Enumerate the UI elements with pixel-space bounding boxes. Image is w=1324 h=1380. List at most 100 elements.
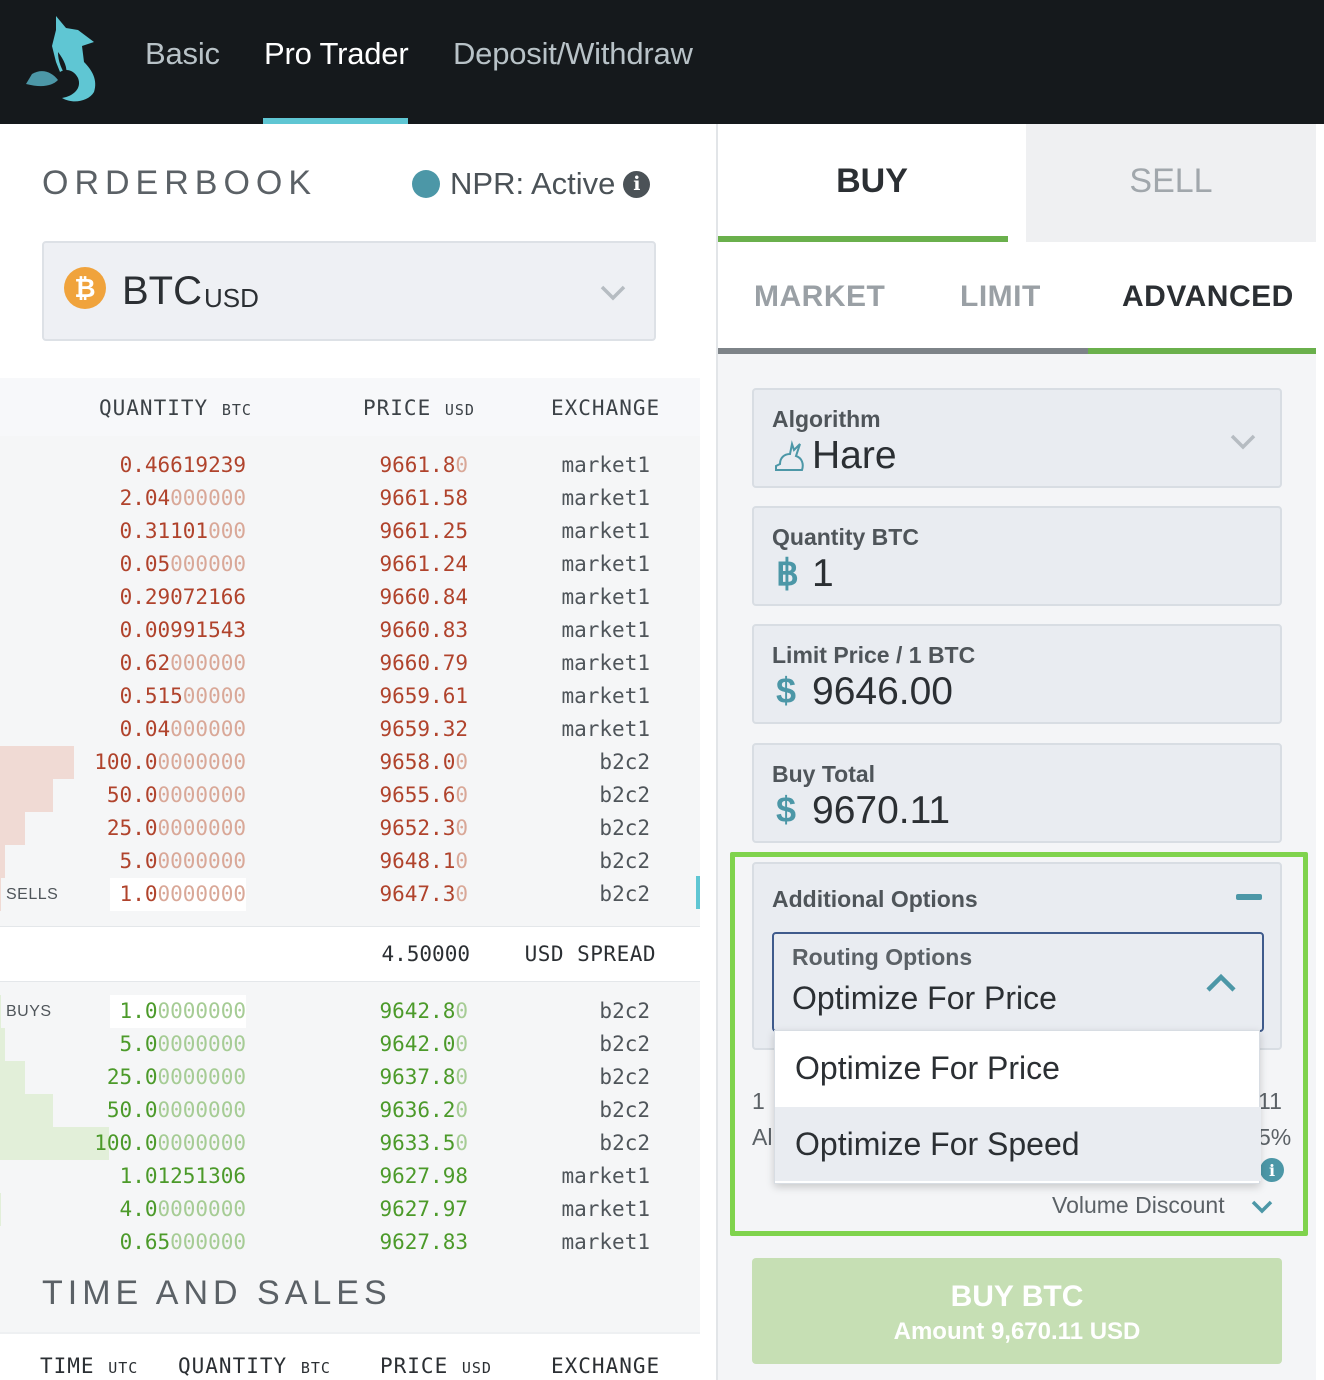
order-price: 9655.60 [379,783,468,807]
bitcoin-icon: ₿ [64,267,106,309]
orderbook-row[interactable]: 50.00000000 9655.60 b2c2 [0,779,700,812]
depth-bar [0,1028,5,1061]
active-nav-indicator [263,118,408,124]
option-optimize-price[interactable]: Optimize For Price [795,1050,1060,1086]
best-ask-marker [696,876,700,909]
orderbook-row[interactable]: 0.05000000 9661.24 market1 [0,548,700,581]
depth-bar [0,1061,25,1094]
additional-options-label: Additional Options [772,886,978,912]
nav-pro-trader[interactable]: Pro Trader [264,36,409,71]
buy-button-label: BUY BTC [950,1280,1084,1313]
collapse-minus-icon[interactable] [1236,894,1262,900]
order-exchange: market1 [561,717,650,741]
order-price: 9647.30 [379,882,468,906]
orderbook-row[interactable]: 25.00000000 9637.80 b2c2 [0,1061,700,1094]
orderbook-row[interactable]: 100.00000000 9658.00 b2c2 [0,746,700,779]
status-dot-icon [412,170,440,198]
depth-bar [0,779,53,812]
tab-sell[interactable]: SELL [1026,124,1316,242]
tab-limit[interactable]: LIMIT [960,280,1041,313]
nav-deposit-withdraw[interactable]: Deposit/Withdraw [453,36,693,71]
tas-col-quantity: QUANTITY BTC [178,1354,331,1378]
fee-value-partial: 11 [1258,1088,1282,1114]
order-price: 9652.30 [379,816,468,840]
orderbook-row[interactable]: SELLS 1.00000000 9647.30 b2c2 [0,878,700,911]
order-exchange: b2c2 [599,1032,650,1056]
pair-quote: USD [204,283,259,313]
orderbook-row[interactable]: 0.62000000 9660.79 market1 [0,647,700,680]
best-order-highlight [110,995,246,1028]
dollar-symbol-icon: $ [776,789,797,830]
tas-col-time: TIME UTC [40,1354,139,1378]
orderbook-row[interactable]: 25.00000000 9652.30 b2c2 [0,812,700,845]
limit-price-value[interactable]: 9646.00 [812,670,953,713]
order-quantity: 0.05000000 [119,552,246,576]
depth-bar [0,995,2,1028]
info-icon[interactable]: i [623,170,651,198]
orderbook-row[interactable]: BUYS 1.00000000 9642.80 b2c2 [0,995,700,1028]
depth-bar [0,845,5,878]
orderbook-row[interactable]: 0.00991543 9660.83 market1 [0,614,700,647]
order-quantity: 50.00000000 [106,783,246,807]
order-price: 9660.84 [379,585,468,609]
order-exchange: b2c2 [599,816,650,840]
order-exchange: market1 [561,1230,650,1254]
volume-discount-toggle[interactable]: Volume Discount [1052,1192,1225,1218]
orderbook-row[interactable]: 0.65000000 9627.83 market1 [0,1226,700,1259]
fox-logo-icon[interactable] [22,12,102,104]
buy-total-value[interactable]: 9670.11 [812,789,951,832]
pair-select[interactable]: ₿ BTC USD [42,241,656,341]
orderbook-row[interactable]: 0.31101000 9661.25 market1 [0,515,700,548]
tab-advanced[interactable]: ADVANCED [1122,280,1294,313]
option-optimize-speed[interactable]: Optimize For Speed [775,1107,1261,1181]
routing-options-select[interactable]: Routing Options Optimize For Price [772,932,1264,1032]
algorithm-select[interactable]: Algorithm Hare [752,388,1282,488]
order-quantity: 0.46619239 [119,453,246,477]
order-price: 9648.10 [379,849,468,873]
orderbook-row[interactable]: 100.00000000 9633.50 b2c2 [0,1127,700,1160]
quantity-field[interactable]: Quantity BTC ฿ 1 [752,506,1282,606]
order-quantity: 2.04000000 [119,486,246,510]
hare-icon [775,440,804,471]
orderbook-header [0,378,700,436]
depth-bar [0,812,25,845]
highlight-box [730,852,1308,1236]
order-price: 9659.61 [379,684,468,708]
buy-total-field[interactable]: Buy Total $ 9670.11 [752,743,1282,843]
time-and-sales-header [0,1332,700,1380]
quantity-value[interactable]: 1 [812,552,834,595]
order-exchange: market1 [561,486,650,510]
tab-sell-label: SELL [1129,162,1213,200]
orderbook-row[interactable]: 0.04000000 9659.32 market1 [0,713,700,746]
buy-btc-button[interactable]: BUY BTC Amount 9,670.11 USD [752,1258,1282,1364]
subtab-active-indicator [1088,348,1316,354]
time-and-sales-title: TIME AND SALES [42,1274,392,1312]
tab-buy-indicator [718,236,1008,242]
order-type-tabs: MARKET LIMIT ADVANCED [718,242,1316,354]
chevron-down-icon[interactable] [1250,1198,1274,1216]
order-quantity: 0.29072166 [119,585,246,609]
orderbook-row[interactable]: 5.00000000 9642.00 b2c2 [0,1028,700,1061]
depth-bar [0,1127,109,1160]
limit-price-field[interactable]: Limit Price / 1 BTC $ 9646.00 [752,624,1282,724]
orderbook-row[interactable]: 0.29072166 9660.84 market1 [0,581,700,614]
order-quantity: 5.00000000 [119,849,246,873]
order-quantity: 0.65000000 [119,1230,246,1254]
chevron-up-icon [1206,973,1236,992]
order-quantity: 0.31101000 [119,519,246,543]
orderbook-row[interactable]: 0.46619239 9661.80 market1 [0,449,700,482]
orderbook-row[interactable]: 50.00000000 9636.20 b2c2 [0,1094,700,1127]
order-exchange: b2c2 [599,783,650,807]
orderbook-row[interactable]: 1.01251306 9627.98 market1 [0,1160,700,1193]
dollar-symbol-icon: $ [776,670,797,711]
tab-market[interactable]: MARKET [754,280,886,313]
tab-buy[interactable]: BUY [718,124,1026,242]
orderbook-row[interactable]: 0.51500000 9659.61 market1 [0,680,700,713]
orderbook-row[interactable]: 5.00000000 9648.10 b2c2 [0,845,700,878]
orderbook-row[interactable]: 2.04000000 9661.58 market1 [0,482,700,515]
info-icon[interactable]: i [1260,1158,1284,1182]
order-price: 9661.58 [379,486,468,510]
nav-basic[interactable]: Basic [145,36,220,71]
orderbook-row[interactable]: 4.00000000 9627.97 market1 [0,1193,700,1226]
order-price: 9659.32 [379,717,468,741]
